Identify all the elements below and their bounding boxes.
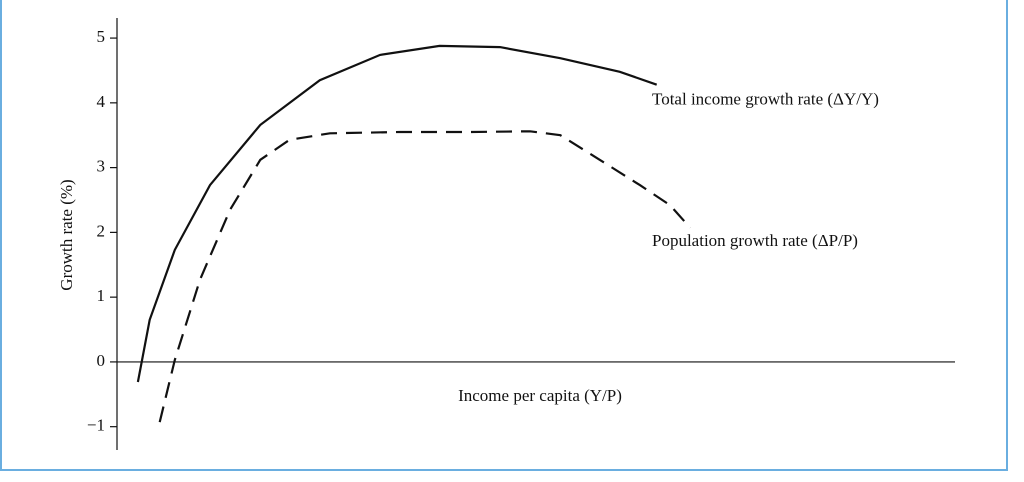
series-line bbox=[158, 130, 692, 423]
series-label: Total income growth rate (ΔY/Y) bbox=[652, 90, 879, 109]
y-tick-label: 2 bbox=[97, 221, 106, 240]
series-label: Population growth rate (ΔP/P) bbox=[652, 231, 858, 250]
series-line bbox=[136, 44, 658, 383]
y-axis-label: Growth rate (%) bbox=[57, 179, 76, 290]
y-tick-label: −1 bbox=[87, 416, 105, 435]
y-tick-label: 3 bbox=[97, 157, 106, 176]
frame bbox=[0, 0, 1008, 471]
y-tick-label: 4 bbox=[97, 92, 106, 111]
y-tick-label: 0 bbox=[97, 351, 106, 370]
y-tick-label: 1 bbox=[97, 286, 106, 305]
y-tick-label: 5 bbox=[97, 27, 106, 46]
x-axis-label: Income per capita (Y/P) bbox=[458, 386, 622, 405]
